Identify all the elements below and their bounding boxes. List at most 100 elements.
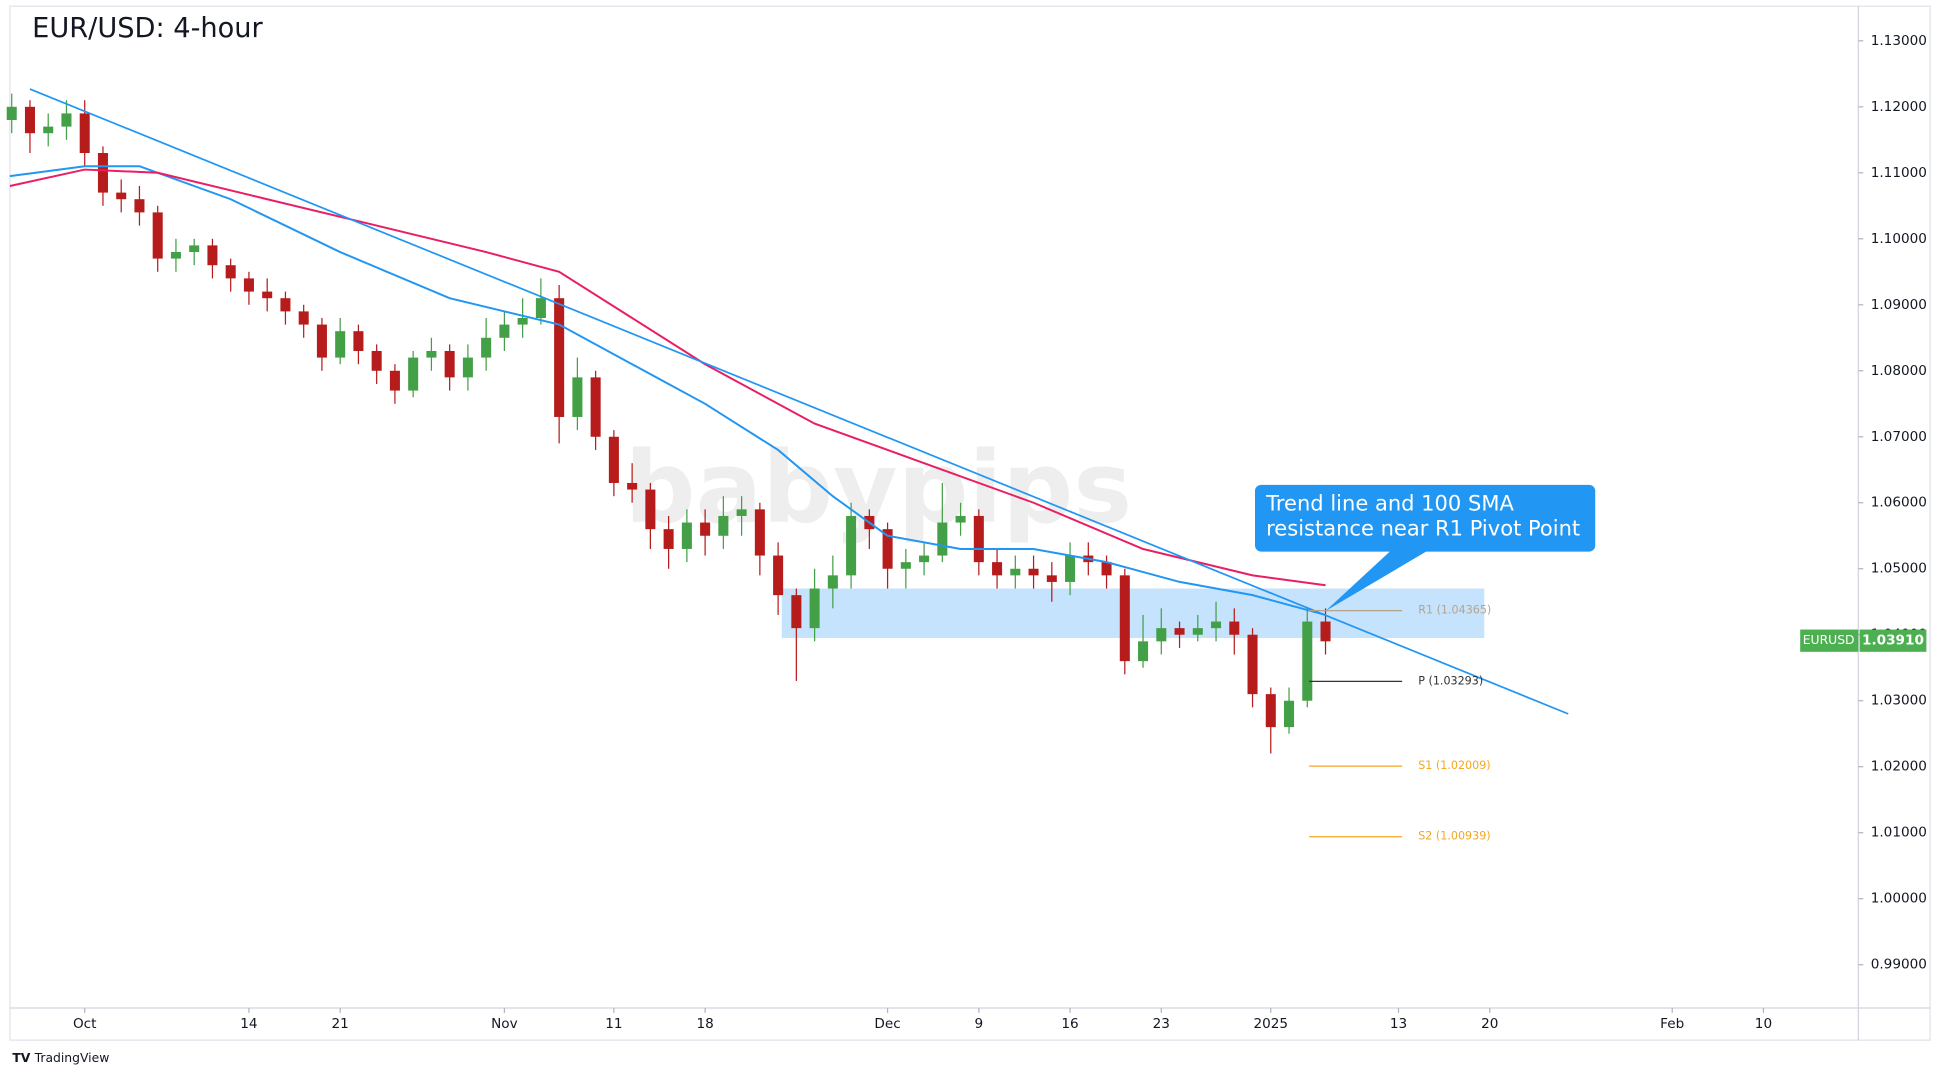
- candle-body: [1192, 628, 1203, 635]
- y-tick-label: 1.07000: [1871, 429, 1927, 445]
- y-tick-label: 1.06000: [1871, 495, 1927, 511]
- candle-body: [535, 298, 546, 318]
- pivot-label: P (1.03293): [1418, 674, 1483, 687]
- candle-body: [736, 509, 747, 516]
- candle-body: [371, 350, 382, 371]
- price-label: 1.03910: [1862, 633, 1924, 649]
- x-tick-label: 14: [240, 1016, 257, 1032]
- pivot-label: R1 (1.04365): [1418, 604, 1491, 617]
- callout-text: Trend line and 100 SMA: [1265, 491, 1514, 516]
- candle-body: [481, 337, 492, 358]
- x-tick-label: 18: [696, 1016, 713, 1032]
- candle-body: [590, 377, 601, 437]
- pivot-label: S2 (1.00939): [1418, 830, 1490, 843]
- callout-text: resistance near R1 Pivot Point: [1266, 515, 1580, 540]
- candle-body: [280, 298, 291, 312]
- candle-body: [608, 436, 619, 483]
- candle-body: [882, 529, 893, 569]
- candle-body: [1265, 694, 1276, 728]
- candle-body: [1138, 641, 1149, 662]
- candle-body: [900, 562, 911, 569]
- pivot-label: S1 (1.02009): [1418, 759, 1490, 772]
- y-tick-label: 1.12000: [1871, 99, 1927, 115]
- candle-body: [955, 515, 966, 523]
- candle-body: [207, 245, 218, 266]
- y-tick-label: 1.11000: [1871, 165, 1927, 181]
- candle-body: [389, 370, 400, 391]
- y-tick-label: 1.00000: [1871, 891, 1927, 907]
- x-tick-label: 10: [1755, 1016, 1772, 1032]
- candle-body: [316, 324, 327, 358]
- symbol-label: EURUSD: [1803, 633, 1855, 647]
- candle-body: [846, 515, 857, 576]
- candle-body: [1119, 575, 1130, 662]
- candle-body: [225, 265, 236, 279]
- y-tick-label: 1.05000: [1871, 561, 1927, 577]
- x-tick-label: 21: [332, 1016, 349, 1032]
- moving-average: [9, 165, 1326, 616]
- candle-body: [116, 192, 127, 200]
- candle-body: [827, 575, 838, 589]
- candle-body: [718, 515, 729, 536]
- candle-body: [773, 555, 784, 596]
- callout-box: [1254, 484, 1596, 552]
- x-tick-label: Oct: [73, 1016, 97, 1032]
- candle-body: [754, 509, 765, 556]
- candle-body: [1010, 568, 1021, 576]
- symbol-tag: [1800, 629, 1859, 652]
- price-tag: [1859, 629, 1927, 652]
- candle-body: [24, 106, 35, 134]
- candle-body: [61, 113, 72, 127]
- candle-body: [426, 350, 437, 358]
- y-tick-label: 1.02000: [1871, 759, 1927, 775]
- candle-body: [1174, 628, 1185, 635]
- candle-body: [335, 331, 346, 358]
- candle-body: [809, 588, 820, 629]
- candle-body: [1101, 562, 1112, 576]
- candle-body: [1211, 621, 1222, 629]
- x-tick-label: 20: [1481, 1016, 1498, 1032]
- candle-body: [499, 324, 510, 338]
- candle-body: [243, 278, 254, 292]
- candle-body: [1284, 700, 1295, 728]
- candle-body: [992, 562, 1003, 576]
- x-tick-label: Nov: [491, 1016, 518, 1032]
- y-tick-label: 1.09000: [1871, 297, 1927, 313]
- moving-average: [9, 168, 1326, 587]
- x-tick-label: 11: [605, 1016, 622, 1032]
- candle-body: [97, 153, 108, 193]
- x-tick-label: 16: [1061, 1016, 1078, 1032]
- candle-body: [170, 251, 181, 259]
- candle-body: [444, 350, 455, 378]
- candle-body: [1247, 634, 1258, 695]
- candle-body: [663, 529, 674, 549]
- x-tick-label: Dec: [874, 1016, 900, 1032]
- candle-body: [462, 357, 473, 378]
- candle-body: [1156, 628, 1167, 642]
- candle-body: [572, 377, 583, 417]
- y-tick-label: 0.99000: [1871, 957, 1927, 973]
- candle-body: [189, 245, 200, 252]
- candle-body: [6, 106, 17, 121]
- candle-body: [1229, 621, 1240, 635]
- candle-body: [1028, 568, 1039, 576]
- y-tick-label: 1.10000: [1871, 231, 1927, 247]
- candle-body: [645, 489, 656, 530]
- x-tick-label: Feb: [1660, 1016, 1684, 1032]
- resistance-zone: [781, 588, 1485, 639]
- y-tick-label: 1.13000: [1871, 33, 1927, 49]
- x-tick-label: 23: [1153, 1016, 1170, 1032]
- candle-body: [1065, 555, 1076, 582]
- candle-body: [517, 317, 528, 325]
- candle-body: [408, 357, 419, 391]
- y-tick-label: 1.08000: [1871, 363, 1927, 379]
- candle-body: [298, 311, 309, 325]
- x-tick-label: 9: [974, 1016, 983, 1032]
- candle-body: [134, 199, 145, 213]
- candle-body: [353, 331, 364, 351]
- frame: [9, 5, 1931, 1041]
- candle-body: [919, 555, 930, 563]
- trend-line: [29, 88, 1569, 715]
